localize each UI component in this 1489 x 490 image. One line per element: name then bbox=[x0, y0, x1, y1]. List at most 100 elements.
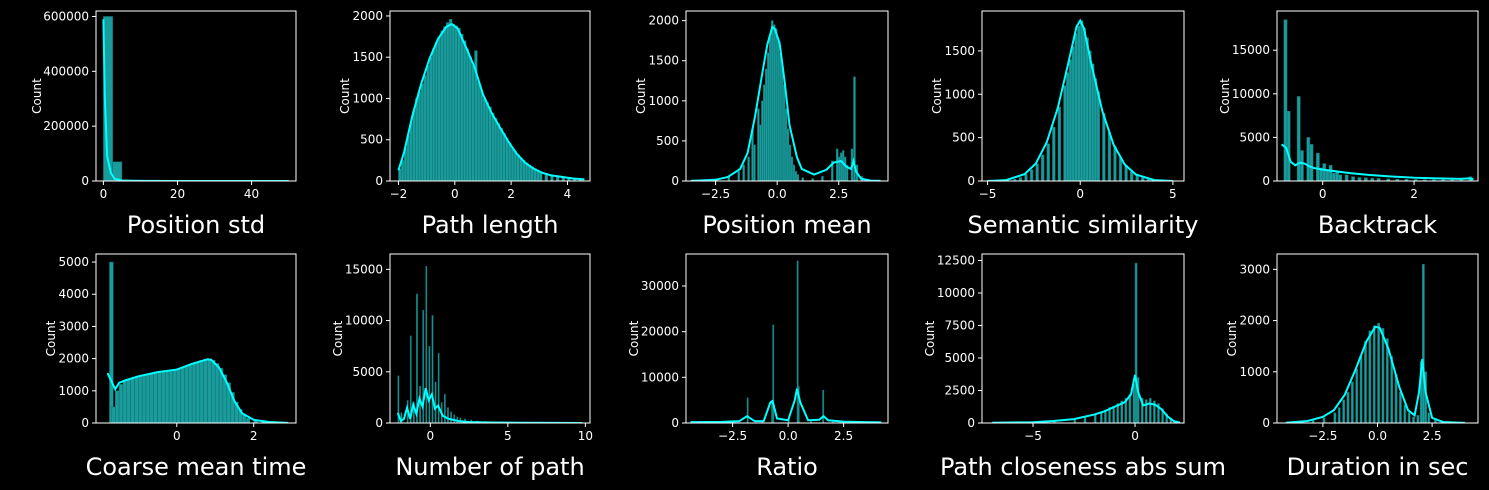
histogram-bar bbox=[771, 399, 774, 423]
axes-frame bbox=[389, 253, 591, 424]
y-tick-label: 1000 bbox=[58, 384, 89, 398]
x-tick-label: 0 bbox=[1131, 429, 1139, 443]
histogram-bar bbox=[1377, 322, 1380, 423]
histogram-bar bbox=[822, 389, 825, 423]
histogram-bar bbox=[1112, 405, 1115, 423]
histogram-bar bbox=[1309, 144, 1314, 181]
histogram-bar bbox=[1071, 46, 1075, 181]
y-axis-label: Count bbox=[923, 320, 937, 356]
histogram-bar bbox=[1351, 176, 1355, 181]
y-axis-label: Count bbox=[634, 78, 648, 114]
histogram-bar bbox=[502, 132, 506, 181]
histogram-bar bbox=[843, 156, 847, 181]
histogram-bar bbox=[796, 174, 800, 181]
histogram-bar bbox=[447, 407, 449, 423]
histogram-bar bbox=[1136, 377, 1140, 423]
histogram-bar bbox=[821, 175, 824, 181]
x-tick-label: 4 bbox=[564, 187, 572, 201]
histogram-bar bbox=[195, 361, 201, 423]
histogram-bar bbox=[1390, 356, 1394, 423]
histogram-bar bbox=[1029, 169, 1034, 181]
histogram-bar bbox=[462, 40, 467, 181]
y-tick-label: 5000 bbox=[352, 365, 383, 379]
histogram-bar bbox=[157, 371, 162, 423]
histogram-bar bbox=[763, 84, 766, 181]
y-tick-label: 0 bbox=[81, 174, 89, 188]
histogram-bar bbox=[810, 420, 812, 423]
histogram-bar bbox=[797, 386, 800, 423]
histogram-bar bbox=[1082, 28, 1087, 181]
histogram-bar bbox=[444, 394, 446, 423]
histogram-bar bbox=[772, 324, 775, 423]
histogram-bar bbox=[457, 28, 461, 181]
y-tick-label: 7500 bbox=[944, 319, 975, 333]
histogram-bar bbox=[774, 28, 778, 181]
kde-line bbox=[397, 23, 585, 181]
histogram-bar bbox=[1322, 417, 1326, 423]
histogram-bar bbox=[1357, 177, 1362, 181]
y-tick-label: 15000 bbox=[1232, 43, 1270, 57]
histogram-bar bbox=[1346, 392, 1350, 423]
histogram-bar bbox=[1286, 111, 1291, 181]
histogram-bar bbox=[767, 52, 770, 181]
y-tick-label: 1000 bbox=[944, 87, 975, 101]
histogram-bar bbox=[468, 56, 472, 181]
histogram-bar bbox=[112, 161, 123, 181]
histogram-bar bbox=[1161, 408, 1164, 423]
histogram-bar bbox=[485, 102, 489, 181]
histogram-bar bbox=[207, 358, 212, 423]
histogram-bar bbox=[1385, 338, 1389, 423]
histogram-bar bbox=[437, 36, 441, 181]
histogram-bar bbox=[214, 363, 220, 423]
histogram-bar bbox=[1088, 50, 1092, 181]
histogram-bar bbox=[199, 359, 204, 423]
histogram-bar bbox=[417, 91, 422, 181]
histogram-bar bbox=[422, 310, 425, 423]
histogram-bar bbox=[831, 160, 834, 181]
histogram-bar bbox=[130, 377, 135, 423]
histogram-bar bbox=[1085, 37, 1089, 181]
histogram-bar bbox=[836, 148, 839, 181]
histogram-bar bbox=[510, 147, 515, 181]
histogram-bar bbox=[1283, 19, 1288, 181]
x-tick-label: −2 bbox=[390, 187, 408, 201]
x-tick-label: −2.5 bbox=[701, 187, 730, 201]
histogram-bar bbox=[1407, 412, 1411, 423]
histogram-bar bbox=[496, 122, 501, 181]
x-tick-label: 5 bbox=[504, 429, 512, 443]
y-axis-label: Count bbox=[331, 320, 345, 356]
histogram-bar bbox=[792, 164, 796, 181]
histogram-bar bbox=[1024, 173, 1028, 181]
histogram-bar bbox=[742, 164, 745, 181]
histogram-bar bbox=[1093, 414, 1097, 423]
histogram-bar bbox=[134, 377, 139, 423]
histogram-bar bbox=[1113, 146, 1117, 181]
histogram-bar bbox=[508, 142, 512, 181]
histogram-bar bbox=[1052, 126, 1056, 181]
x-tick-label: −5 bbox=[1024, 429, 1042, 443]
y-tick-label: 1500 bbox=[944, 44, 975, 58]
histogram-bar bbox=[488, 106, 492, 181]
y-tick-label: 20000 bbox=[641, 325, 679, 339]
x-tick-label: −2.5 bbox=[718, 429, 747, 443]
y-tick-label: 1000 bbox=[352, 91, 383, 105]
histogram-bar bbox=[397, 375, 400, 423]
x-tick-label: −2.5 bbox=[1308, 429, 1337, 443]
axes-frame bbox=[389, 10, 591, 182]
histogram-bar bbox=[513, 151, 518, 181]
subplot-1: 0 20 40 0 200000 400000 600000 Count Position st… bbox=[30, 9, 297, 239]
histogram-bar bbox=[211, 359, 216, 423]
subplot-2: −2 0 2 4 0 500 1000 1500 2000 Count Path length bbox=[338, 9, 591, 239]
histogram-bar bbox=[1342, 399, 1345, 423]
histogram-bar bbox=[790, 156, 794, 181]
histogram-bar bbox=[1107, 132, 1112, 181]
histogram-bar bbox=[432, 48, 436, 181]
histogram-bar bbox=[1100, 412, 1103, 423]
x-tick-label: 2.5 bbox=[834, 429, 853, 443]
kde-line bbox=[102, 19, 289, 181]
histogram-bar bbox=[1149, 398, 1152, 423]
histogram-bar bbox=[761, 100, 764, 181]
y-axis-label: Count bbox=[1218, 78, 1232, 114]
histogram-bar bbox=[126, 379, 131, 423]
histogram-bar bbox=[412, 110, 416, 181]
